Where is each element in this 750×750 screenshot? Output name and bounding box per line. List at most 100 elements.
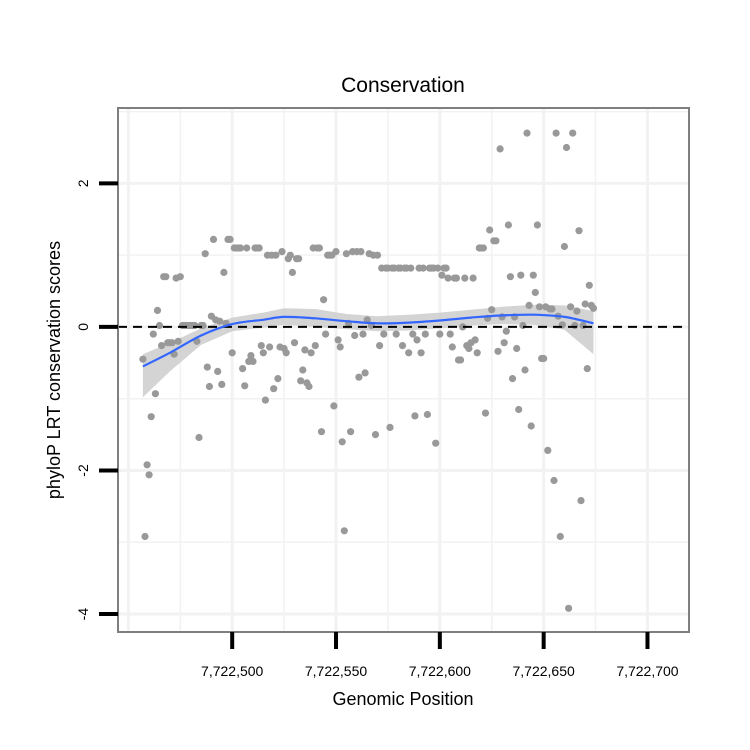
data-point [419,264,427,272]
data-point [531,288,539,297]
data-point [434,264,442,272]
data-point [220,268,228,276]
data-point [452,274,460,282]
data-point [417,349,425,357]
data-point [577,497,585,505]
data-point [149,330,157,338]
data-point [508,375,517,383]
data-point [436,330,444,338]
data-point [259,349,267,357]
data-point [272,251,280,259]
data-point [529,271,537,279]
y-tick-label: -4 [75,608,91,621]
data-point [409,330,417,338]
data-point [342,250,350,258]
data-point [515,405,523,414]
data-point [473,349,481,357]
data-point [261,396,269,404]
data-point [556,532,564,541]
data-point [315,244,323,252]
data-point [243,244,251,252]
data-point [438,271,446,279]
data-point [311,342,319,350]
data-point [413,336,421,344]
data-point [278,248,286,256]
data-point [274,375,282,383]
data-point [359,330,367,338]
data-point [569,129,577,137]
data-point [336,343,344,351]
data-point [457,356,465,364]
data-point [504,221,512,229]
data-point [158,342,166,350]
data-point [199,321,207,330]
data-point [334,336,342,344]
data-point [502,327,510,335]
smooth-curve-layer [142,313,594,368]
data-point [552,129,560,137]
data-point [320,296,328,304]
data-point [535,303,544,311]
data-point [239,365,247,373]
data-point [479,244,487,252]
data-point [560,242,569,251]
data-point [371,431,380,439]
panel-border [117,107,690,633]
data-point [214,367,222,375]
data-point [565,604,573,612]
x-tick-label: 7,722,700 [616,663,678,679]
data-point [322,330,330,338]
data-point [143,461,151,469]
data-point [257,342,265,350]
data-point [448,343,456,351]
data-point [517,271,525,279]
data-point [459,323,467,331]
data-point [205,382,213,391]
grid-lines [118,108,689,632]
data-point [494,347,502,355]
x-tick-label: 7,722,500 [201,663,263,679]
data-point [405,349,413,357]
data-point [347,428,355,436]
data-point [465,344,473,353]
data-point [519,321,527,330]
y-tick-label: -2 [75,464,91,477]
data-point [469,274,477,282]
data-point [218,380,226,388]
data-point [481,409,490,417]
data-point [492,237,500,245]
data-point [249,357,257,365]
data-point [421,330,429,338]
data-point [376,342,384,350]
smooth-curve [142,313,594,368]
data-point [176,273,184,281]
data-point [488,306,496,314]
data-point [562,143,571,152]
data-point [486,226,494,234]
data-point [228,349,236,357]
data-point [423,410,431,419]
data-point [567,303,575,311]
x-axis-ticks: 7,722,500 7,722,550 7,722,600 7,722,650 7,72… [201,632,679,679]
data-point [153,306,162,314]
data-point [525,301,533,309]
data-point [583,365,591,373]
data-point [236,244,245,252]
data-point [380,330,388,338]
data-point [297,377,305,385]
data-point [145,471,153,479]
data-point [571,321,579,330]
data-point [407,264,415,272]
data-point [203,363,211,371]
x-tick-label: 7,722,600 [409,663,471,679]
data-point [174,337,182,345]
data-point [398,342,407,350]
y-tick-label: 2 [75,179,91,187]
data-point [255,244,263,252]
data-point [162,273,170,281]
data-point [151,390,159,398]
data-point [550,476,558,485]
data-point [290,339,299,347]
data-point [351,331,359,340]
data-point [305,382,313,391]
